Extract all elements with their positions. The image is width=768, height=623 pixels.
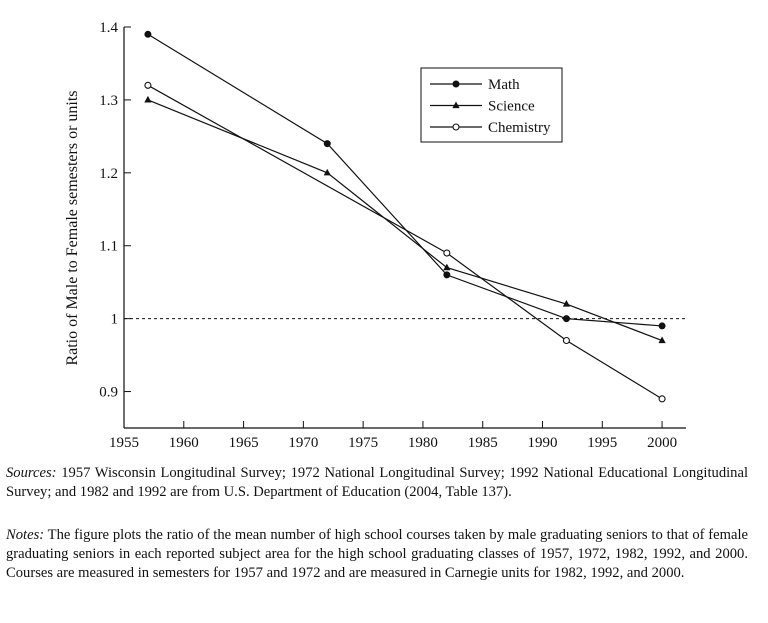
x-tick-label: 1965 bbox=[229, 435, 259, 451]
legend: Math Science Chemistry bbox=[420, 67, 563, 143]
y-tick-label: 1.1 bbox=[99, 239, 118, 255]
series-line bbox=[147, 33, 663, 327]
y-axis-ticks: 0.9 1 1.1 1.2 1.3 1.4 bbox=[99, 20, 131, 401]
data-point-marker bbox=[144, 95, 152, 103]
data-point-marker bbox=[562, 336, 570, 345]
series-group bbox=[144, 30, 666, 403]
legend-label: Math bbox=[488, 77, 520, 93]
y-axis-title: Ratio of Male to Female semesters or uni… bbox=[64, 90, 81, 365]
sources-label: Sources: bbox=[6, 465, 57, 481]
legend-label: Chemistry bbox=[488, 120, 551, 136]
data-point-marker bbox=[323, 168, 331, 176]
data-point-marker bbox=[443, 271, 451, 279]
y-tick-label: 1.4 bbox=[99, 20, 118, 36]
legend-item-math: Math bbox=[430, 77, 520, 93]
sources-caption: Sources: 1957 Wisconsin Longitudinal Sur… bbox=[6, 464, 748, 502]
x-tick-label: 1960 bbox=[169, 435, 199, 451]
notes-caption: Notes: The figure plots the ratio of the… bbox=[6, 526, 748, 583]
legend-item-chemistry: Chemistry bbox=[430, 120, 551, 136]
series-line bbox=[147, 84, 663, 400]
x-tick-label: 2000 bbox=[647, 435, 677, 451]
legend-label: Science bbox=[488, 99, 535, 115]
data-point-marker bbox=[144, 30, 152, 38]
x-tick-label: 1995 bbox=[587, 435, 617, 451]
data-point-marker bbox=[323, 140, 331, 148]
x-axis-ticks: 1955 1960 1965 1970 1975 1980 1985 1990 1995 2000 bbox=[109, 421, 677, 451]
series-science bbox=[144, 95, 666, 344]
y-tick-label: 1.3 bbox=[99, 93, 118, 109]
data-point-marker bbox=[562, 315, 570, 323]
x-tick-label: 1980 bbox=[408, 435, 438, 451]
series-line bbox=[147, 99, 663, 342]
x-tick-label: 1990 bbox=[528, 435, 558, 451]
data-point-marker bbox=[658, 336, 666, 344]
x-tick-label: 1975 bbox=[348, 435, 378, 451]
x-tick-label: 1955 bbox=[109, 435, 139, 451]
data-point-marker bbox=[658, 395, 666, 403]
y-tick-label: 1 bbox=[111, 312, 119, 328]
data-point-marker bbox=[452, 101, 460, 109]
series-chemistry bbox=[144, 81, 666, 403]
legend-item-science: Science bbox=[430, 99, 535, 115]
data-point-marker bbox=[658, 322, 666, 330]
x-tick-label: 1985 bbox=[468, 435, 498, 451]
y-tick-label: 1.2 bbox=[99, 166, 118, 182]
data-point-marker bbox=[443, 263, 451, 271]
notes-text: The figure plots the ratio of the mean n… bbox=[6, 527, 748, 581]
y-tick-label: 0.9 bbox=[99, 385, 118, 401]
line-chart: 0.9 1 1.1 1.2 1.3 1.4 1955 1960 1965 1970 1975 198… bbox=[64, 20, 686, 451]
series-math bbox=[144, 30, 666, 330]
data-point-marker bbox=[452, 123, 460, 131]
sources-text: 1957 Wisconsin Longitudinal Survey; 1972… bbox=[6, 465, 748, 500]
x-tick-label: 1970 bbox=[288, 435, 318, 451]
data-point-marker bbox=[452, 80, 460, 88]
axes bbox=[123, 27, 686, 429]
data-point-marker bbox=[144, 81, 152, 89]
notes-label: Notes: bbox=[6, 527, 45, 543]
data-point-marker bbox=[562, 300, 571, 307]
data-point-marker bbox=[443, 249, 451, 257]
